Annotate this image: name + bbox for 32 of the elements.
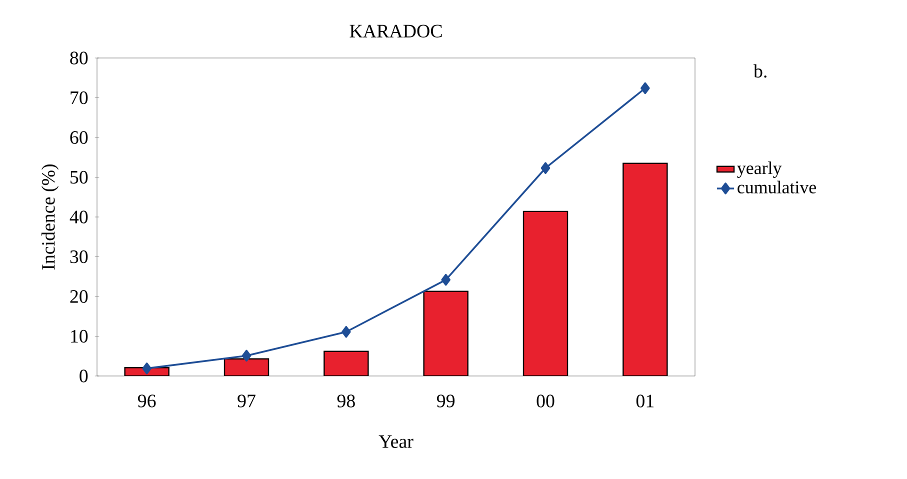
x-tick-label: 01 [636,394,654,408]
x-tick-label: 96 [138,394,156,408]
point [441,274,450,286]
y-tick-label: 20 [70,290,88,303]
y-tick-label: 0 [80,370,88,382]
point [640,82,650,94]
bar [224,358,270,376]
legend-label: yearly [737,162,782,178]
bar [423,290,468,376]
y-axis-title: Incidence (%) [41,164,59,270]
text: b. [754,64,766,78]
x-tick-label: 97 [238,394,256,408]
y-tick-label: 60 [70,131,88,144]
bar [622,162,668,376]
x-tick-label: 00 [536,394,554,408]
y-tick-label: 10 [71,330,88,343]
x-tick-label: 98 [337,394,355,408]
x-axis-title: Year [378,435,414,448]
y-tick-label: 40 [70,210,88,224]
chart-title: KARADOC [350,24,442,38]
y-tick-label: 80 [70,52,88,64]
legend-label: cumulative [738,180,816,194]
bar [324,350,369,376]
point [142,362,152,374]
x-tick-label: 99 [436,394,455,408]
point [540,162,550,174]
point [242,350,252,362]
y-tick-label: 70 [70,91,88,104]
y-tick-label: 50 [70,170,88,184]
point [342,326,351,338]
bar [522,210,568,376]
y-tick-label: 30 [70,250,88,264]
